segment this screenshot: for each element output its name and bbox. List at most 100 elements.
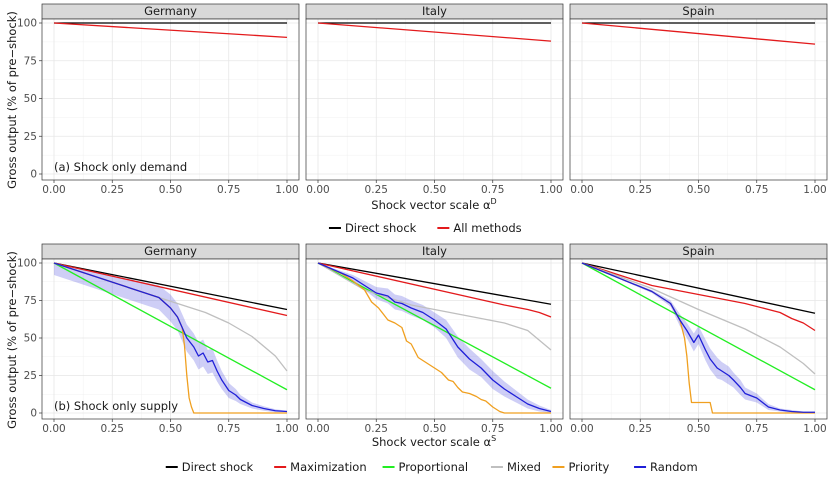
gridlines	[570, 259, 827, 419]
x-tick-label: 0.25	[101, 184, 124, 196]
y-tick-label: 25	[24, 370, 37, 382]
facet-germany: Germany 0.00 0.25 0.50 0.75 1.00 0 25 50 75 100 (a)…	[17, 3, 300, 196]
x-tick-label: 0.00	[42, 423, 65, 435]
x-tick-label: 1.00	[539, 423, 562, 435]
series-line-priority	[317, 262, 551, 414]
series-line-all-methods	[317, 22, 552, 42]
facet-strip-label: Germany	[144, 244, 197, 258]
x-tick-label: 0.25	[365, 423, 388, 435]
series-line-random	[581, 262, 815, 413]
legend-item-maximization: Maximization	[274, 460, 367, 474]
series-line-random	[53, 262, 288, 413]
legend-item-proportional: Proportional	[382, 460, 469, 474]
x-tick-label: 0.75	[745, 423, 768, 435]
series-line-all-methods	[581, 22, 816, 45]
legend-label: Mixed	[507, 460, 541, 474]
x-tick-label: 0.25	[365, 184, 388, 196]
y-tick-label: 25	[24, 131, 37, 143]
legend-item-direct-shock: Direct shock	[165, 460, 254, 474]
series-line-maximization	[53, 262, 288, 317]
gridlines	[42, 259, 299, 419]
y-tick-label: 0	[30, 169, 37, 181]
legend-item-direct-shock: Direct shock	[328, 221, 417, 235]
series-line-mixed	[53, 262, 288, 372]
facet-strip-label: Italy	[422, 244, 447, 258]
facet-spain: Spain 0.00 0.25 0.50 0.75 1.00	[569, 243, 828, 435]
facet-strip-label: Spain	[682, 4, 714, 18]
x-tick-label: 0.50	[423, 423, 446, 435]
facet-germany: Germany 0.00 0.25 0.50 0.75 1.00 0 25 50 75 100 (b)…	[17, 243, 300, 435]
x-tick-label: 0.25	[101, 423, 124, 435]
x-tick-label: 0.00	[570, 184, 593, 196]
y-tick-label: 100	[17, 18, 37, 30]
x-tick-label: 0.75	[745, 184, 768, 196]
legend-label: Random	[650, 460, 698, 474]
y-tick-label: 100	[17, 258, 37, 270]
legend-label: Maximization	[290, 460, 366, 474]
y-tick-label: 50	[24, 333, 37, 345]
x-tick-label: 0.75	[217, 423, 240, 435]
series-line-mixed	[581, 262, 816, 375]
x-tick-label: 0.75	[481, 423, 504, 435]
panel-label: (b) Shock only supply	[54, 399, 178, 413]
x-tick-label: 0.50	[687, 184, 710, 196]
y-axis-title-a: Gross output (% of pre−shock)	[5, 11, 19, 189]
x-tick-label: 1.00	[275, 184, 298, 196]
legend-label: Direct shock	[345, 221, 417, 235]
facet-italy: Italy 0.00 0.25 0.50 0.75 1.00	[305, 243, 564, 435]
panel-b: Germany 0.00 0.25 0.50 0.75 1.00 0 25 50 75 100 (b)…	[17, 243, 828, 449]
x-axis-title-superscript: S	[491, 434, 496, 443]
gridlines	[306, 259, 563, 419]
y-tick-label: 50	[24, 93, 37, 105]
legend-item-random: Random	[634, 460, 698, 474]
x-axis-title: Shock vector scale αD	[371, 197, 496, 212]
x-tick-label: 0.75	[481, 184, 504, 196]
legend-item-priority: Priority	[552, 460, 610, 474]
x-axis-title: Shock vector scale αS	[372, 434, 496, 449]
legend-a: Direct shock All methods	[328, 221, 522, 235]
x-tick-label: 1.00	[803, 423, 826, 435]
x-axis-title-superscript: D	[491, 197, 497, 206]
y-axis-title-b: Gross output (% of pre−shock)	[5, 251, 19, 429]
series-line-direct-shock	[317, 262, 552, 305]
facet-strip-label: Germany	[144, 4, 197, 18]
series-band-random	[582, 263, 815, 413]
series-line-all-methods	[53, 22, 288, 38]
series-line-proportional	[53, 262, 288, 391]
y-tick-label: 0	[30, 408, 37, 420]
x-tick-label: 0.75	[217, 184, 240, 196]
x-tick-label: 0.50	[687, 423, 710, 435]
legend-item-all-methods: All methods	[437, 221, 522, 235]
x-tick-label: 0.50	[423, 184, 446, 196]
x-tick-label: 0.50	[159, 423, 182, 435]
facet-spain: Spain 0.00 0.25 0.50 0.75 1.00	[569, 3, 828, 196]
x-tick-label: 1.00	[275, 423, 298, 435]
legend-item-mixed: Mixed	[490, 460, 541, 474]
series-band-random	[318, 263, 551, 413]
legend-label: Direct shock	[182, 460, 254, 474]
x-tick-label: 0.00	[42, 184, 65, 196]
facet-strip-label: Italy	[422, 4, 447, 18]
y-tick-label: 75	[24, 295, 37, 307]
x-tick-label: 1.00	[539, 184, 562, 196]
legend-b: Direct shock Maximization Proportional Mixe…	[165, 460, 698, 474]
series-line-proportional	[581, 262, 816, 391]
series-line-direct-shock	[53, 262, 288, 311]
x-tick-label: 0.25	[629, 184, 652, 196]
facet-italy: Italy 0.00 0.25 0.50 0.75 1.00	[305, 3, 564, 196]
series-line-random	[317, 262, 552, 413]
x-tick-label: 0.00	[306, 184, 329, 196]
x-tick-label: 0.00	[306, 423, 329, 435]
x-tick-label: 0.00	[570, 423, 593, 435]
series-line-direct-shock	[581, 262, 816, 314]
x-tick-label: 1.00	[803, 184, 826, 196]
series-band-random	[54, 263, 287, 413]
y-tick-label: 75	[24, 55, 37, 67]
series-line-maximization	[581, 262, 816, 332]
legend-label: Proportional	[399, 460, 469, 474]
panel-label: (a) Shock only demand	[54, 160, 187, 174]
legend-label: All methods	[453, 221, 521, 235]
x-tick-label: 0.25	[629, 423, 652, 435]
panel-a: Germany 0.00 0.25 0.50 0.75 1.00 0 25 50 75 100 (a)…	[17, 3, 828, 212]
